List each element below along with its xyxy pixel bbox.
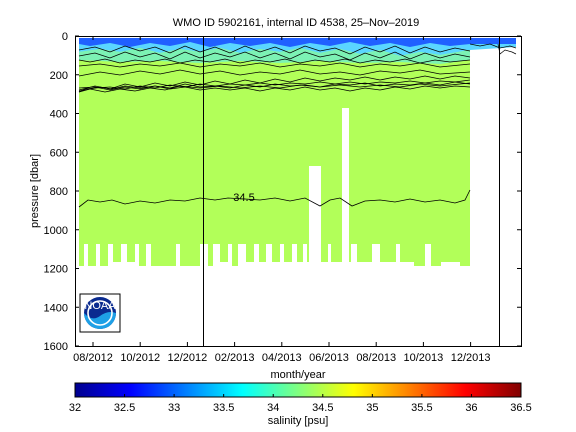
colorbar-tick-label: 36 <box>465 402 477 414</box>
contour-line <box>78 81 471 91</box>
x-tick-label: 02/2013 <box>215 352 255 364</box>
colorbar-tick-label: 34 <box>267 402 279 414</box>
noaa-logo-wave <box>84 312 116 329</box>
data-gap-right <box>470 44 521 346</box>
chart-title: WMO ID 5902161, internal ID 4538, 25–Nov… <box>173 17 419 29</box>
noaa-logo-ring <box>87 300 113 326</box>
x-tick-label: 08/2012 <box>73 352 113 364</box>
contour-line <box>78 58 471 64</box>
contour-line-deep <box>78 82 471 93</box>
contour-line <box>78 45 471 55</box>
x-tick-label: 12/2012 <box>168 352 208 364</box>
colorbar-label: salinity [psu] <box>268 415 329 427</box>
y-tick-label: 1600 <box>44 341 68 353</box>
x-tick-label: 10/2013 <box>404 352 444 364</box>
x-tick-label: 06/2013 <box>309 352 349 364</box>
colorbar-tick-label: 35 <box>366 402 378 414</box>
y-axis: 0 200 400 600 800 1000 1200 1400 1600 <box>44 31 521 353</box>
contour-line <box>78 62 471 68</box>
colorbar-tick-label: 32.5 <box>114 402 135 414</box>
y-tick-label: 1200 <box>44 264 68 276</box>
colorbar-tick-label: 36.5 <box>510 402 531 414</box>
contour-line <box>78 69 471 77</box>
y-tick-label: 400 <box>50 109 68 121</box>
colorbar-tick-label: 33.5 <box>213 402 234 414</box>
y-tick-label: 200 <box>50 70 68 82</box>
fresh-surface-layer <box>79 38 516 47</box>
contour-lines <box>78 45 471 208</box>
noaa-logo: NOAA <box>79 293 121 333</box>
contour-line-34-5 <box>78 189 471 208</box>
plot-area: 34.5 NOAA <box>75 36 522 347</box>
x-axis: 08/2012 10/2012 12/2012 02/2013 04/2013 06/20… <box>73 36 490 364</box>
contour-line <box>78 75 471 91</box>
colorbar-ticks: 32 32.5 33 33.5 34 34.5 35 35.5 36 36.5 <box>69 394 532 414</box>
x-tick-label: 04/2013 <box>262 352 302 364</box>
x-tick-label: 12/2013 <box>451 352 491 364</box>
colorbar-tick-label: 35.5 <box>411 402 432 414</box>
y-tick-label: 800 <box>50 186 68 198</box>
upper-mixed-layer <box>79 48 470 64</box>
contour-line-300 <box>78 79 471 93</box>
noaa-logo-label: NOAA <box>84 300 116 312</box>
x-axis-label: month/year <box>270 369 325 381</box>
contour-label: 34.5 <box>233 192 254 204</box>
contour-line <box>78 51 471 61</box>
y-tick-label: 1400 <box>44 302 68 314</box>
colorbar-tick-label: 34.5 <box>312 402 333 414</box>
colorbar-gradient <box>74 382 522 398</box>
contour-line <box>78 85 471 92</box>
y-tick-label: 600 <box>50 147 68 159</box>
y-axis-label: pressure [dbar] <box>29 154 41 228</box>
x-tick-label: 08/2013 <box>356 352 396 364</box>
colorbar-tick-label: 33 <box>168 402 180 414</box>
data-gap-2 <box>342 108 349 268</box>
y-tick-label: 1000 <box>44 225 68 237</box>
colorbar-tick-label: 32 <box>69 402 81 414</box>
salinity-field <box>79 44 470 266</box>
y-tick-label: 0 <box>62 31 68 43</box>
data-gap-1 <box>309 166 321 268</box>
colorbar <box>74 382 522 398</box>
x-tick-label: 10/2012 <box>120 352 160 364</box>
